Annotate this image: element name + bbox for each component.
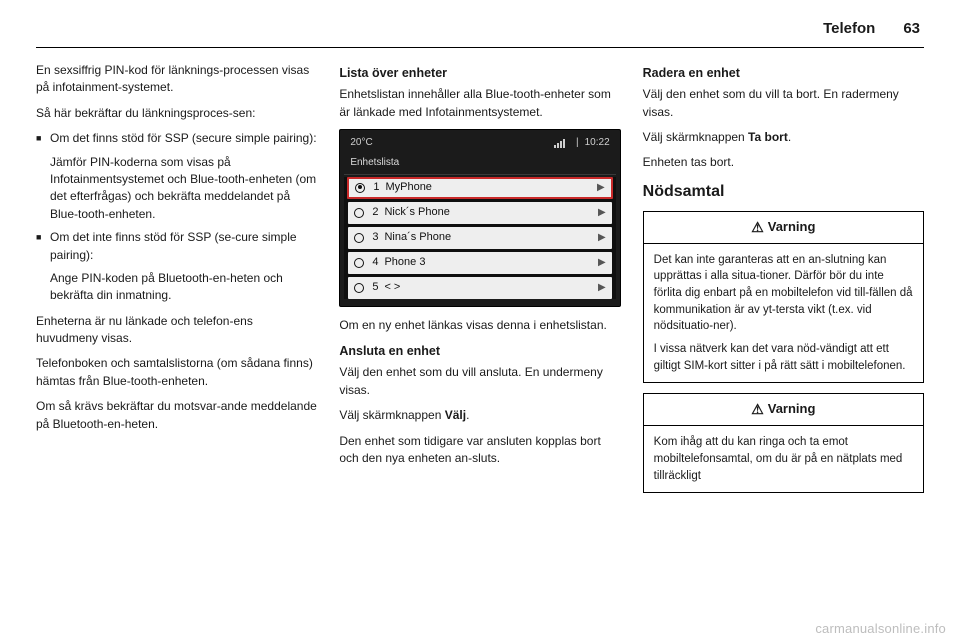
col2-p4-a: Välj skärmknappen [339,408,444,422]
col2-p1: Enhetslistan innehåller alla Blue-tooth-… [339,86,620,121]
chevron-right-icon: ▶ [598,206,606,221]
chevron-right-icon: ▶ [598,281,606,296]
page: Telefon 63 En sexsiffrig PIN-kod för län… [0,0,960,642]
device-row-label: Nina´s Phone [384,230,598,246]
chevron-right-icon: ▶ [598,231,606,246]
col3-p2-c: . [788,130,791,144]
header-rule [36,47,924,48]
column-2: Lista över enheter Enhetslistan innehåll… [339,62,620,503]
page-header: Telefon 63 [36,20,924,37]
device-time: 10:22 [585,136,610,151]
warning-triangle-icon: ⚠ [751,402,764,416]
device-row-2[interactable]: 2 Nick´s Phone ▶ [348,202,611,224]
columns: En sexsiffrig PIN-kod för länknings-proc… [36,62,924,503]
col2-p2: Om en ny enhet länkas visas denna i enhe… [339,317,620,334]
device-row-3[interactable]: 3 Nina´s Phone ▶ [348,227,611,249]
col2-heading-list: Lista över enheter [339,64,620,82]
warning-box-2: ⚠ Varning Kom ihåg att du kan ringa och t… [643,393,924,493]
header-page-number: 63 [903,20,920,37]
col2-p3: Välj den enhet som du vill ansluta. En u… [339,364,620,399]
col1-p2: Så här bekräftar du länkningsproces-sen: [36,105,317,122]
warning-1-body: Det kan inte garanteras att en an-slutni… [644,244,923,383]
device-rows: 1 MyPhone ▶ 2 Nick´s Phone ▶ 3 Nina´s Ph… [344,177,615,299]
warning-box-1: ⚠ Varning Det kan inte garanteras att en … [643,211,924,384]
col2-heading-connect: Ansluta en enhet [339,342,620,360]
device-divider: | [576,136,579,151]
col1-p4: Telefonboken och samtalslistorna (om såd… [36,355,317,390]
col1-bullet-2-body: Ange PIN-koden på Bluetooth-en-heten och… [50,270,317,305]
warning-1-title: Varning [768,219,816,234]
device-statusbar: 20°C | 10:22 [344,134,615,155]
device-screenshot: 20°C | 10:22 Enhetslista [339,129,620,307]
device-row-index: 3 [372,230,378,246]
warning-2-p1: Kom ihåg att du kan ringa och ta emot mo… [654,434,913,484]
col3-section-emergency: Nödsamtal [643,180,924,203]
warning-1-p1: Det kan inte garanteras att en an-slutni… [654,252,913,335]
warning-2-header: ⚠ Varning [644,394,923,426]
device-row-label: MyPhone [385,180,597,196]
device-row-5[interactable]: 5 < > ▶ [348,277,611,299]
device-row-1[interactable]: 1 MyPhone ▶ [347,177,612,199]
header-section-title: Telefon [823,20,875,37]
radio-icon [354,258,364,268]
warning-triangle-icon: ⚠ [751,220,764,234]
col2-p5: Den enhet som tidigare var ansluten kopp… [339,433,620,468]
col1-bullet-2: Om det inte finns stöd för SSP (se-cure … [36,229,317,305]
warning-2-body: Kom ihåg att du kan ringa och ta emot mo… [644,426,923,492]
radio-icon [354,283,364,293]
chevron-right-icon: ▶ [597,181,605,196]
col3-p2-bold: Ta bort [748,130,788,144]
device-row-label: Nick´s Phone [384,205,598,221]
col3-heading-delete: Radera en enhet [643,64,924,82]
radio-icon [354,208,364,218]
warning-1-p2: I vissa nätverk kan det vara nöd-vändigt… [654,341,913,374]
col3-p3: Enheten tas bort. [643,154,924,171]
col1-p1: En sexsiffrig PIN-kod för länknings-proc… [36,62,317,97]
warning-2-title: Varning [768,401,816,416]
device-row-label: Phone 3 [384,255,598,271]
device-status-left: 20°C [350,136,372,151]
col2-p4-bold: Välj [445,408,466,422]
col1-bullet-1-lead: Om det finns stöd för SSP (secure simple… [50,130,317,147]
col1-p5: Om så krävs bekräftar du motsvar-ande me… [36,398,317,433]
device-row-label: < > [384,280,598,296]
device-row-index: 2 [372,205,378,221]
col3-p2: Välj skärmknappen Ta bort. [643,129,924,146]
column-3: Radera en enhet Välj den enhet som du vi… [643,62,924,503]
watermark: carmanualsonline.info [815,621,946,636]
radio-icon [354,233,364,243]
device-list-title: Enhetslista [344,154,615,175]
col2-p4-c: . [466,408,469,422]
device-row-index: 4 [372,255,378,271]
col1-p3: Enheterna är nu länkade och telefon-ens … [36,313,317,348]
warning-1-header: ⚠ Varning [644,212,923,244]
col1-bullet-2-lead: Om det inte finns stöd för SSP (se-cure … [50,229,317,264]
radio-icon [355,183,365,193]
col1-bullet-1: Om det finns stöd för SSP (secure simple… [36,130,317,223]
col3-p2-a: Välj skärmknappen [643,130,748,144]
col1-bullets: Om det finns stöd för SSP (secure simple… [36,130,317,305]
col1-bullet-1-body: Jämför PIN-koderna som visas på Infotain… [50,154,317,224]
col2-p4: Välj skärmknappen Välj. [339,407,620,424]
chevron-right-icon: ▶ [598,256,606,271]
column-1: En sexsiffrig PIN-kod för länknings-proc… [36,62,317,503]
device-temp: 20°C [350,136,372,151]
device-status-right: | 10:22 [554,136,610,151]
col3-p1: Välj den enhet som du vill ta bort. En r… [643,86,924,121]
device-row-4[interactable]: 4 Phone 3 ▶ [348,252,611,274]
device-row-index: 5 [372,280,378,296]
signal-icon [554,138,570,148]
device-row-index: 1 [373,180,379,196]
